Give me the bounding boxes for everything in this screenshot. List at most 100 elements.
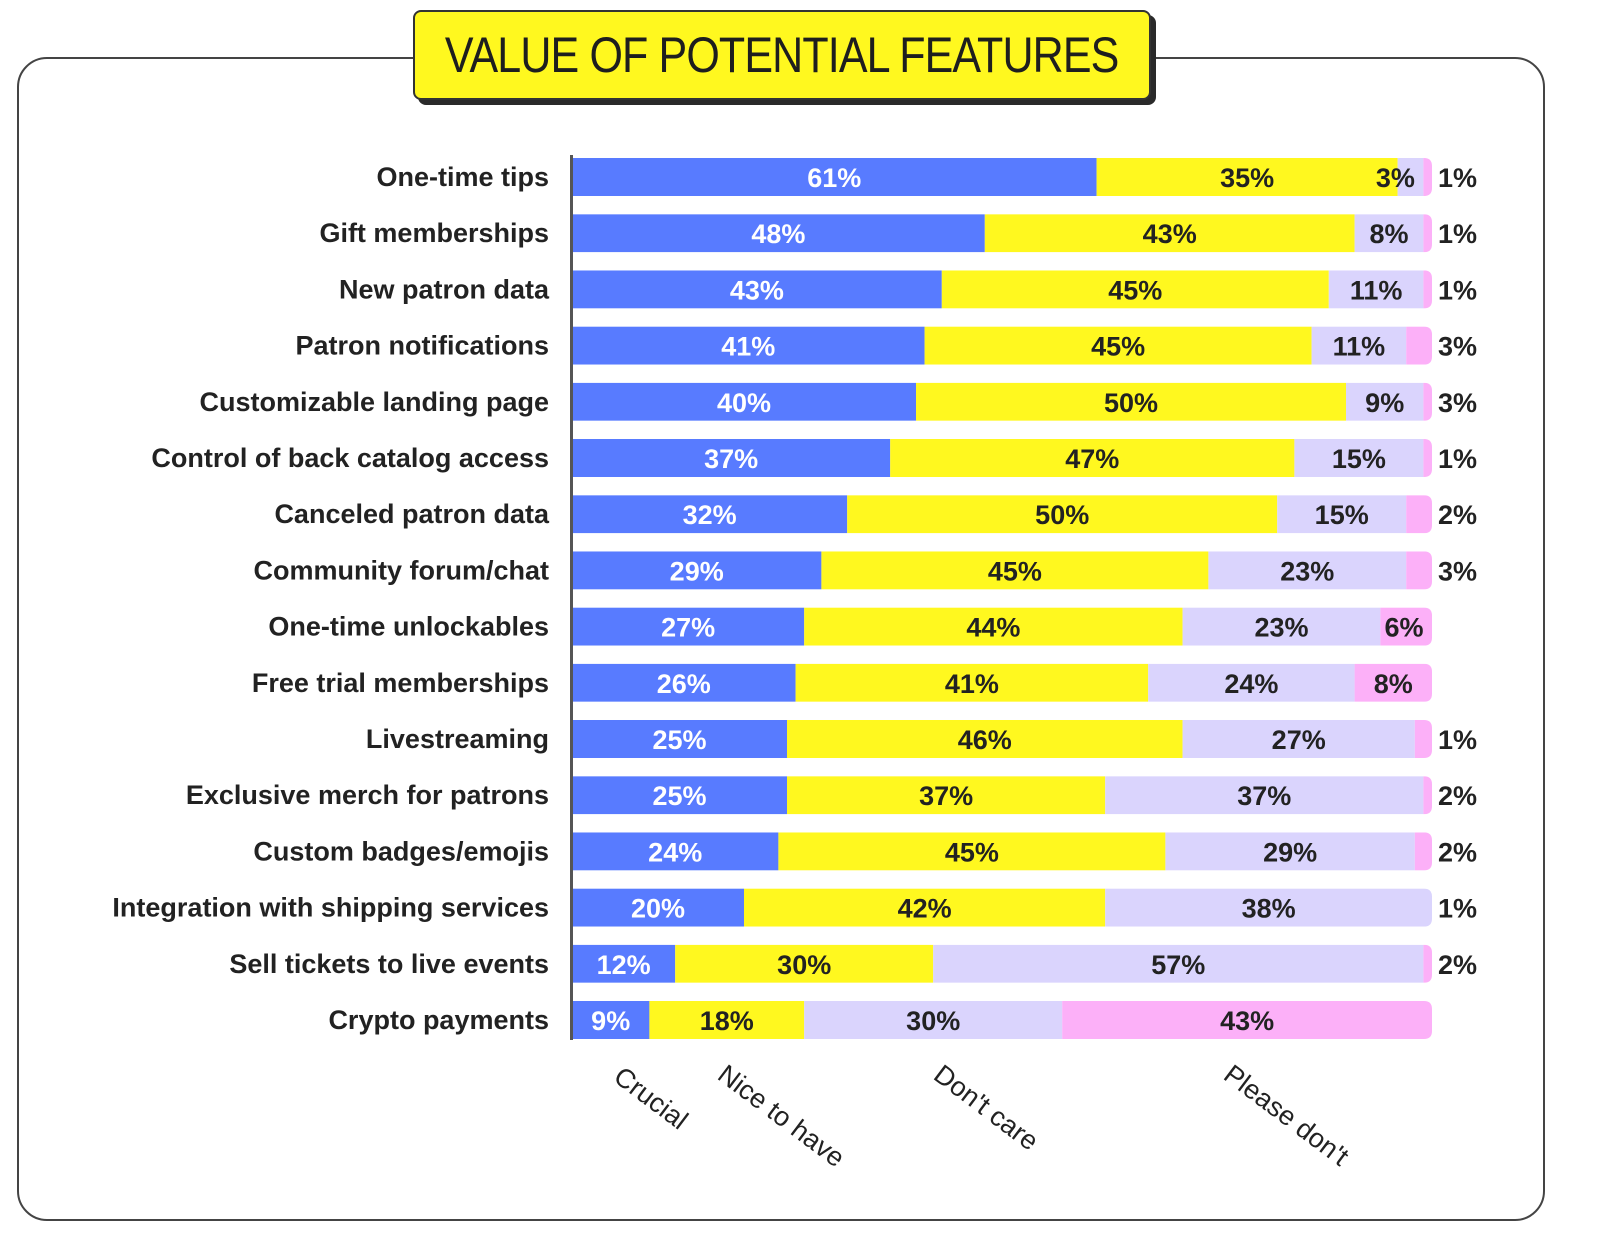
- bar-segment-crucial: [572, 944, 676, 983]
- bar-value-label: 20%: [631, 894, 685, 924]
- bar-segment-don-t-care: [1328, 270, 1424, 309]
- bar-segment-don-t-care: [1208, 551, 1407, 590]
- bar-segment-don-t-care: [1277, 495, 1407, 534]
- bar-segment-don-t-care: [1182, 607, 1381, 646]
- bar-value-label: 48%: [751, 219, 805, 249]
- bar-segment-don-t-care: [1354, 214, 1424, 253]
- bar-value-label: 37%: [704, 444, 758, 474]
- bar-value-label-outside: 3%: [1438, 332, 1477, 362]
- bar-segment-please-don-t: [1062, 1001, 1432, 1039]
- bar-value-label: 42%: [898, 894, 952, 924]
- bar-segment-nice-to-have: [847, 495, 1278, 534]
- bar-segment-nice-to-have: [804, 607, 1183, 646]
- bar-segment-crucial: [572, 551, 822, 590]
- bar-value-label: 11%: [1333, 332, 1386, 362]
- row-label: Patron notifications: [295, 331, 549, 361]
- bar-segment-nice-to-have: [984, 214, 1355, 253]
- bar-segment-nice-to-have: [787, 776, 1106, 815]
- bar-value-label: 24%: [648, 837, 702, 867]
- bar-value-label-outside: 3%: [1438, 556, 1477, 586]
- bar-segment-crucial: [572, 607, 805, 646]
- bar-segment-please-don-t: [1423, 776, 1432, 815]
- bar-value-label: 46%: [958, 725, 1012, 755]
- bar-segment-crucial: [572, 326, 925, 365]
- bar-segment-nice-to-have: [916, 382, 1346, 421]
- bar-value-label: 30%: [777, 950, 831, 980]
- bar-value-label: 9%: [1365, 388, 1404, 418]
- bar-value-label-outside: 2%: [1438, 950, 1477, 980]
- bar-segment-nice-to-have: [821, 551, 1209, 590]
- bar-value-label-outside: 2%: [1438, 500, 1477, 530]
- bar-segment-don-t-care: [1397, 158, 1424, 196]
- bar-value-label: 23%: [1280, 556, 1334, 586]
- bar-segment-crucial: [572, 382, 916, 421]
- y-axis-line: [570, 155, 573, 1040]
- row-label: Free trial memberships: [252, 668, 549, 698]
- bar-value-label: 8%: [1374, 669, 1413, 699]
- bar-value-label-outside: 1%: [1438, 163, 1477, 193]
- legend-category-label: Please don't: [1218, 1059, 1354, 1172]
- bar-segment-nice-to-have: [795, 663, 1149, 702]
- bar-segment-crucial: [572, 495, 848, 534]
- row-label: Exclusive merch for patrons: [186, 780, 549, 810]
- bar-segment-crucial: [572, 663, 796, 702]
- bar-row: [572, 214, 1432, 253]
- bar-segment-please-don-t: [1354, 663, 1432, 702]
- bar-row: [572, 551, 1432, 590]
- bar-value-label-outside: 1%: [1438, 275, 1477, 305]
- bar-row: [572, 158, 1432, 196]
- bar-value-label-outside: 2%: [1438, 781, 1477, 811]
- bar-segment-crucial: [572, 720, 787, 758]
- bar-value-label: 41%: [945, 669, 999, 699]
- row-label: Canceled patron data: [274, 499, 550, 529]
- bar-value-label: 43%: [1220, 1006, 1274, 1036]
- row-label: Gift memberships: [319, 218, 549, 248]
- bar-value-label: 23%: [1254, 613, 1308, 643]
- row-label: Livestreaming: [366, 724, 549, 754]
- bar-segment-crucial: [572, 832, 779, 871]
- bar-value-label: 12%: [597, 950, 651, 980]
- bar-segment-please-don-t: [1406, 551, 1432, 590]
- bar-segment-don-t-care: [933, 944, 1424, 983]
- bar-value-label: 50%: [1035, 500, 1089, 530]
- bar-value-label: 45%: [945, 837, 999, 867]
- bar-segment-nice-to-have: [941, 270, 1329, 309]
- bar-value-label-outside: 2%: [1438, 837, 1477, 867]
- bar-segment-please-don-t: [1423, 158, 1432, 196]
- bar-segment-don-t-care: [1182, 720, 1415, 758]
- row-labels-group: One-time tips 61% 35% 3% 1% Gift memberships 4…: [112, 162, 1477, 1036]
- bar-value-label: 11%: [1350, 275, 1403, 305]
- bar-segment-please-don-t: [1423, 382, 1432, 421]
- bar-segment-crucial: [572, 888, 744, 927]
- bar-segment-don-t-care: [804, 1001, 1063, 1039]
- row-label: Sell tickets to live events: [229, 949, 549, 979]
- bar-value-label: 24%: [1224, 669, 1278, 699]
- bar-value-label: 25%: [652, 781, 706, 811]
- bar-value-label: 50%: [1104, 388, 1158, 418]
- bar-segment-don-t-care: [1165, 832, 1415, 871]
- bar-row: [572, 663, 1432, 702]
- bar-segment-nice-to-have: [890, 439, 1295, 477]
- bar-segment-please-don-t: [1423, 214, 1432, 253]
- bar-row: [572, 832, 1432, 871]
- bar-value-label-outside: 1%: [1438, 219, 1477, 249]
- bars-group: [572, 158, 1432, 1039]
- bar-row: [572, 1001, 1432, 1039]
- bar-segment-nice-to-have: [924, 326, 1312, 365]
- bar-row: [572, 439, 1432, 477]
- bar-value-label: 47%: [1065, 444, 1119, 474]
- bar-segment-crucial: [572, 214, 985, 253]
- row-label: New patron data: [339, 274, 550, 304]
- bar-segment-don-t-care: [1311, 326, 1407, 365]
- bar-row: [572, 326, 1432, 365]
- bar-value-label: 45%: [1108, 275, 1162, 305]
- bar-segment-nice-to-have: [787, 720, 1183, 758]
- bar-segment-nice-to-have: [778, 832, 1166, 871]
- bar-value-label: 40%: [717, 388, 771, 418]
- legend-category-label: Nice to have: [712, 1059, 850, 1173]
- bar-row: [572, 944, 1432, 983]
- row-label: Crypto payments: [328, 1005, 549, 1035]
- bar-row: [572, 270, 1432, 309]
- bar-segment-please-don-t: [1414, 832, 1432, 871]
